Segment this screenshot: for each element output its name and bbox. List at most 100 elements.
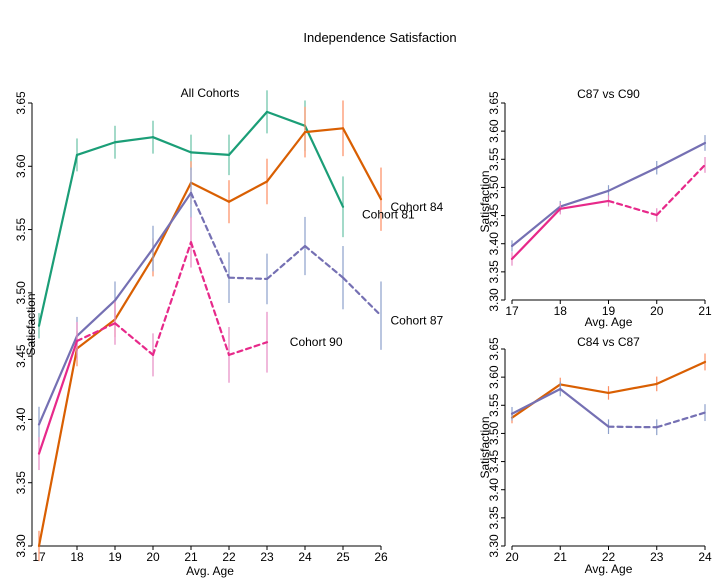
series-cohort-90 — [510, 157, 707, 266]
x-axis-label: Avg. Age — [585, 315, 633, 329]
series-line-segment — [37, 153, 79, 327]
x-tick-label: 25 — [336, 550, 350, 564]
y-tick-label: 3.35 — [487, 506, 501, 530]
series-line-segment — [607, 425, 658, 429]
series-line-segment — [75, 299, 117, 337]
series-line-segment — [655, 141, 707, 169]
series-line-segment — [655, 360, 707, 385]
y-tick-label: 3.40 — [14, 407, 28, 431]
series-line-segment — [75, 318, 117, 350]
y-tick-label: 3.40 — [487, 478, 501, 502]
series-label-cohort-90: Cohort 90 — [290, 335, 343, 349]
x-axis-label: Avg. Age — [186, 564, 234, 578]
series-line-segment — [189, 181, 231, 203]
series-line-segment — [151, 241, 193, 356]
series-line-segment — [559, 383, 610, 395]
y-tick-label: 3.35 — [487, 260, 501, 284]
series-line-segment — [265, 131, 307, 183]
figure-title: Independence Satisfaction — [303, 30, 456, 45]
series-line-segment — [303, 244, 345, 279]
y-tick-label: 3.45 — [487, 204, 501, 228]
y-tick-label: 3.30 — [487, 288, 501, 312]
series-line-segment — [559, 189, 610, 208]
series-line-segment — [75, 322, 117, 343]
y-tick-label: 3.55 — [14, 218, 28, 242]
series-line-segment — [265, 110, 307, 127]
series-line-segment — [265, 244, 307, 281]
series-line-segment — [607, 382, 658, 395]
x-tick-label: 21 — [698, 304, 712, 318]
series-line-segment — [227, 276, 269, 281]
series-line-segment — [303, 127, 345, 134]
series-cohort-90 — [37, 216, 269, 471]
series-line-segment — [227, 110, 269, 156]
series-cohort-84 — [510, 353, 707, 424]
series-line-segment — [341, 276, 383, 317]
y-axis-label: Satisfaction — [478, 416, 492, 478]
chart-title: C87 vs C90 — [577, 87, 640, 101]
series-cohort-81 — [37, 90, 345, 339]
y-tick-label: 3.50 — [487, 421, 501, 445]
series-line-segment — [655, 163, 707, 217]
y-tick-label: 3.45 — [14, 344, 28, 368]
y-tick-label: 3.55 — [487, 393, 501, 417]
x-tick-label: 20 — [146, 550, 160, 564]
series-line-segment — [113, 136, 155, 144]
series-cohort-87 — [510, 135, 707, 252]
x-tick-label: 24 — [698, 550, 712, 564]
x-tick-label: 21 — [554, 550, 568, 564]
series-line-segment — [559, 199, 610, 210]
y-tick-label: 3.60 — [487, 119, 501, 143]
series-cohort-87 — [510, 381, 707, 436]
chart-title: All Cohorts — [181, 86, 240, 100]
series-line-segment — [510, 387, 562, 415]
series-line-segment — [607, 166, 658, 192]
x-tick-label: 17 — [505, 304, 519, 318]
series-line-segment — [37, 339, 79, 455]
y-tick-label: 3.30 — [487, 534, 501, 558]
y-tick-label: 3.50 — [14, 281, 28, 305]
x-tick-label: 19 — [602, 304, 616, 318]
x-tick-label: 19 — [108, 550, 122, 564]
series-line-segment — [151, 136, 193, 154]
x-tick-label: 18 — [70, 550, 84, 564]
y-tick-label: 3.65 — [487, 91, 501, 115]
chart-title: C84 vs C87 — [577, 335, 640, 349]
series-label-cohort-81: Cohort 81 — [362, 207, 415, 221]
series-line-segment — [113, 247, 155, 302]
series-line-segment — [227, 341, 269, 356]
series-line-segment — [227, 180, 269, 203]
series-label-cohort-87: Cohort 87 — [391, 314, 444, 328]
x-tick-label: 23 — [260, 550, 274, 564]
chart-c84-vs-c87: C84 vs C87 20 21 22 23 24 3.30 3.35 3.40 3.45 3.50… — [478, 335, 712, 576]
y-tick-label: 3.40 — [487, 232, 501, 256]
y-tick-label: 3.65 — [14, 91, 28, 115]
series-line-segment — [559, 387, 610, 428]
series-line-segment — [341, 127, 383, 201]
x-tick-label: 18 — [554, 304, 568, 318]
x-tick-label: 20 — [505, 550, 519, 564]
series-line-segment — [113, 322, 155, 356]
series-line-segment — [607, 199, 658, 217]
series-line-segment — [655, 411, 707, 429]
x-tick-label: 23 — [650, 550, 664, 564]
x-tick-label: 24 — [298, 550, 312, 564]
series-line-segment — [37, 334, 79, 426]
x-tick-label: 20 — [650, 304, 664, 318]
y-axis-label: Satisfaction — [478, 170, 492, 232]
series-line-segment — [510, 207, 562, 261]
series-cohort-84 — [37, 100, 383, 562]
series-line-segment — [303, 124, 345, 208]
y-tick-label: 3.65 — [487, 337, 501, 361]
y-tick-label: 3.55 — [487, 147, 501, 171]
series-line-segment — [189, 151, 231, 156]
x-tick-label: 22 — [222, 550, 236, 564]
series-line-segment — [151, 191, 193, 250]
y-tick-label: 3.60 — [14, 154, 28, 178]
series-line-segment — [113, 256, 155, 321]
y-tick-label: 3.45 — [487, 450, 501, 474]
y-tick-label: 3.35 — [14, 471, 28, 495]
x-tick-label: 21 — [184, 550, 198, 564]
series-line-segment — [75, 141, 117, 156]
